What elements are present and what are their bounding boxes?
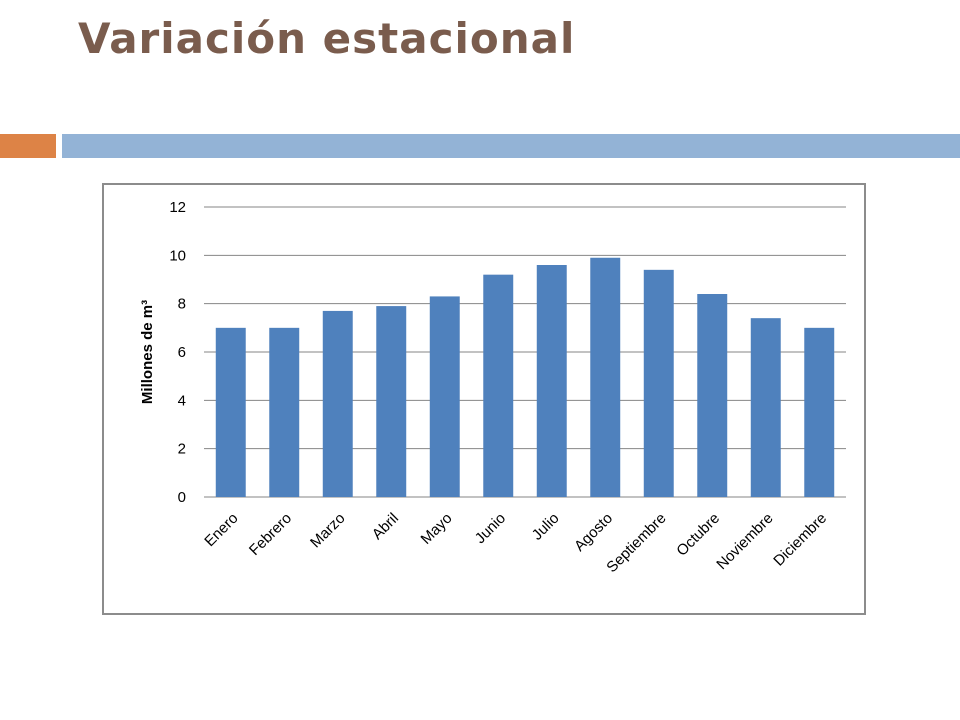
x-category-label: Julio — [529, 510, 563, 544]
x-category-label: Mayo — [418, 510, 456, 548]
x-category-label: Octubre — [673, 510, 723, 560]
bars — [215, 257, 835, 497]
x-category-label: Abril — [369, 510, 402, 543]
bar-marzo — [322, 310, 353, 497]
bar-octubre — [697, 294, 728, 497]
y-tick-label: 4 — [178, 392, 186, 409]
y-tick-label: 10 — [169, 247, 186, 264]
bar-junio — [483, 274, 514, 497]
x-category-label: Junio — [472, 510, 509, 547]
bar-enero — [215, 327, 246, 497]
gridlines — [204, 206, 846, 498]
y-tick-labels: 0 2 4 6 8 10 12 — [169, 199, 186, 506]
bar-agosto — [590, 257, 621, 497]
bar-abril — [376, 306, 407, 497]
title-accent-bar-blue — [62, 134, 960, 158]
slide-title: Variación estacional — [78, 14, 576, 63]
y-tick-label: 0 — [178, 489, 186, 506]
bar-mayo — [429, 296, 460, 497]
bar-noviembre — [750, 318, 781, 497]
y-axis-title: Millones de m³ — [139, 300, 156, 404]
bar-septiembre — [643, 269, 674, 497]
x-category-label: Diciembre — [770, 510, 830, 570]
x-category-label: Noviembre — [713, 510, 776, 573]
y-tick-label: 6 — [178, 344, 186, 361]
title-accent-bar-orange — [0, 134, 56, 158]
x-category-label: Enero — [201, 510, 241, 550]
bar-diciembre — [804, 327, 835, 497]
x-category-label: Agosto — [571, 510, 616, 555]
y-tick-label: 8 — [178, 296, 186, 313]
bar-febrero — [269, 327, 300, 497]
x-category-label: Febrero — [246, 510, 295, 559]
x-category-labels: Enero Febrero Marzo Abril Mayo Junio Julio Agos… — [201, 510, 830, 576]
chart-frame: 0 2 4 6 8 10 12 Enero Febrero Marzo Abril Mayo Juni… — [102, 183, 866, 615]
y-tick-label: 2 — [178, 441, 186, 458]
bar-julio — [536, 265, 567, 497]
bar-chart: 0 2 4 6 8 10 12 Enero Febrero Marzo Abril Mayo Juni… — [139, 199, 846, 576]
y-tick-label: 12 — [169, 199, 186, 216]
x-category-label: Marzo — [307, 510, 348, 551]
